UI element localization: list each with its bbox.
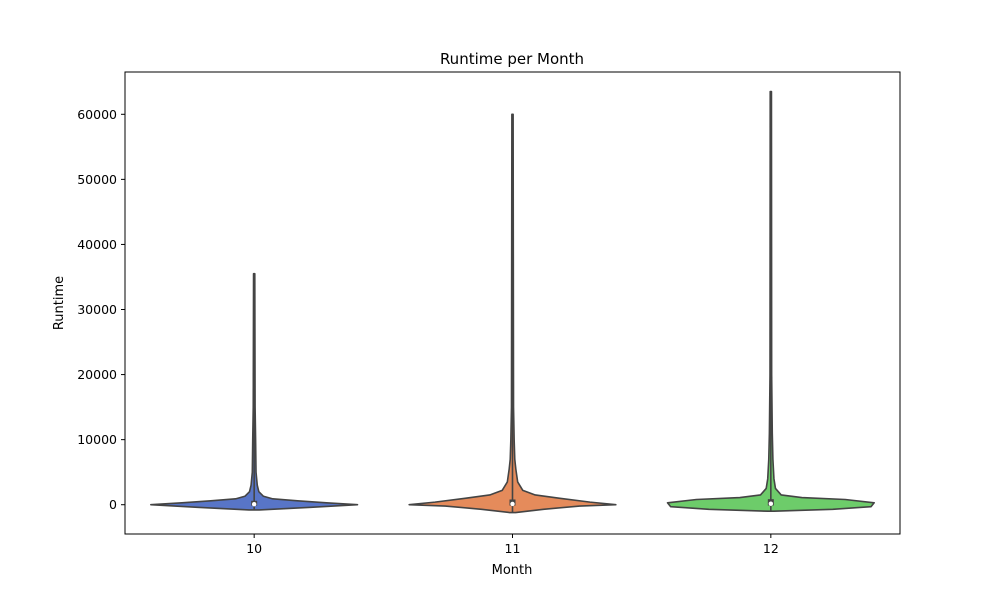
violin-median-10 xyxy=(251,501,257,507)
y-tick-label: 10000 xyxy=(77,432,117,447)
violin-median-12 xyxy=(768,501,774,506)
x-tick-label: 11 xyxy=(505,541,521,556)
chart-title: Runtime per Month xyxy=(440,50,584,68)
y-tick-label: 50000 xyxy=(77,172,117,187)
y-tick-label: 20000 xyxy=(77,367,117,382)
violin-median-11 xyxy=(510,501,515,507)
y-axis: 0 10000 20000 30000 40000 50000 60000 xyxy=(77,107,125,512)
x-tick-label: 10 xyxy=(246,541,262,556)
violin-layer xyxy=(150,90,875,514)
x-tick-label: 12 xyxy=(763,541,779,556)
y-tick-label: 60000 xyxy=(77,107,117,122)
y-axis-label: Runtime xyxy=(52,276,67,330)
y-tick-label: 30000 xyxy=(77,302,117,317)
y-tick-label: 40000 xyxy=(77,237,117,252)
x-axis-label: Month xyxy=(492,563,533,578)
x-axis: 10 11 12 xyxy=(246,534,779,556)
y-tick-label: 0 xyxy=(109,497,117,512)
